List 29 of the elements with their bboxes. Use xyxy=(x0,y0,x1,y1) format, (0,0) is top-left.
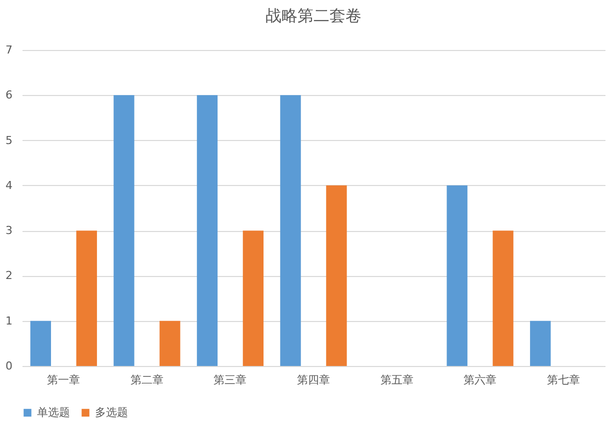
y-tick-label: 7 xyxy=(6,44,12,56)
bar xyxy=(326,185,347,366)
y-tick-label: 4 xyxy=(6,178,12,192)
bar xyxy=(76,230,97,366)
y-tick-label: 6 xyxy=(6,88,12,102)
bar xyxy=(196,95,218,366)
x-tick-label: 第四章 xyxy=(297,374,330,386)
y-tick-label: 0 xyxy=(6,360,12,372)
bar xyxy=(280,95,301,366)
x-tick-label: 第五章 xyxy=(380,374,414,386)
bar xyxy=(242,230,264,366)
bar xyxy=(114,95,134,366)
bar xyxy=(492,230,514,366)
x-tick-label: 第一章 xyxy=(47,374,80,386)
x-tick-label: 第七章 xyxy=(546,374,580,386)
legend-label: 多选题 xyxy=(95,406,128,419)
y-tick-label: 3 xyxy=(6,224,12,238)
bar xyxy=(530,320,551,366)
legend-label: 单选题 xyxy=(37,406,70,419)
bar xyxy=(446,185,468,366)
bar xyxy=(160,320,180,366)
x-tick-label: 第二章 xyxy=(130,374,164,386)
y-tick-label: 1 xyxy=(6,314,12,328)
x-tick-label: 第六章 xyxy=(464,374,497,386)
x-tick-label: 第三章 xyxy=(214,374,247,386)
y-tick-label: 2 xyxy=(6,269,12,282)
chart-title: 战略第二套卷 xyxy=(266,6,362,25)
bar xyxy=(30,320,52,366)
y-tick-label: 5 xyxy=(6,134,12,147)
